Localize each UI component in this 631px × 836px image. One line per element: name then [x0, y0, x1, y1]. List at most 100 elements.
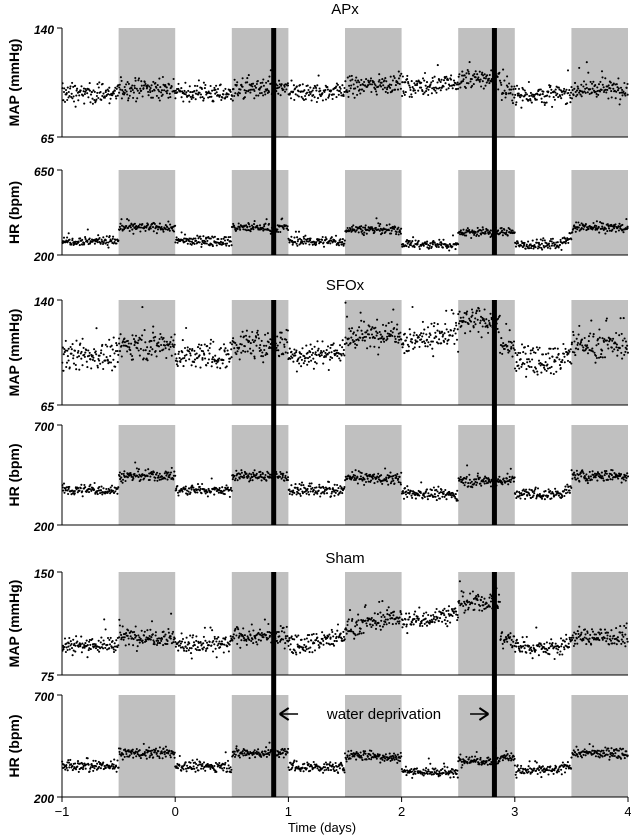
data-point	[566, 491, 569, 494]
data-point	[444, 322, 447, 326]
data-point	[243, 476, 246, 479]
data-point	[587, 228, 590, 231]
data-point	[249, 88, 252, 91]
data-point	[314, 351, 317, 354]
data-point	[366, 329, 369, 332]
data-point	[621, 223, 624, 226]
data-point	[321, 99, 324, 102]
data-point	[522, 88, 525, 91]
data-point	[625, 86, 628, 89]
data-point	[83, 243, 86, 246]
data-point	[125, 83, 128, 86]
group-title: SFOx	[326, 277, 365, 294]
data-point	[333, 483, 336, 486]
dark-phase-band	[118, 572, 176, 675]
data-point	[176, 484, 179, 488]
data-point	[207, 487, 210, 490]
data-point	[214, 354, 217, 357]
data-point	[389, 333, 392, 336]
data-point	[297, 230, 301, 233]
data-point	[193, 90, 196, 93]
data-point	[394, 226, 397, 229]
data-point	[149, 227, 152, 230]
data-point	[104, 343, 107, 346]
data-point	[436, 81, 439, 84]
data-point	[417, 239, 420, 242]
data-point	[188, 647, 191, 650]
data-point	[437, 245, 440, 249]
data-point	[320, 642, 323, 645]
data-point	[565, 488, 568, 491]
data-point	[207, 349, 210, 352]
data-point	[490, 69, 493, 72]
data-point	[223, 643, 226, 646]
data-point	[181, 490, 184, 493]
dark-phase-band	[571, 695, 628, 797]
data-point	[503, 89, 506, 92]
data-point	[373, 230, 376, 233]
data-point	[185, 353, 188, 356]
data-point	[348, 75, 351, 78]
data-point	[106, 643, 109, 646]
data-point	[154, 335, 157, 338]
data-point	[336, 355, 339, 358]
data-point	[400, 471, 403, 474]
data-point	[353, 474, 357, 477]
data-point	[475, 478, 478, 481]
data-point	[127, 226, 130, 230]
data-point	[65, 365, 68, 369]
dark-phase-band	[458, 170, 515, 255]
data-point	[69, 640, 72, 643]
data-point	[330, 628, 333, 631]
data-point	[347, 475, 350, 478]
data-point	[326, 637, 329, 640]
data-point	[520, 106, 523, 109]
data-point	[367, 84, 370, 87]
data-point	[357, 231, 360, 234]
data-point	[430, 322, 433, 325]
data-point	[119, 76, 122, 79]
data-point	[425, 488, 429, 491]
data-point	[508, 349, 511, 353]
data-point	[567, 485, 570, 488]
data-point	[420, 86, 423, 89]
data-point	[428, 85, 431, 89]
data-point	[87, 491, 91, 494]
data-point	[171, 343, 174, 346]
data-point	[133, 472, 136, 475]
data-point	[188, 642, 191, 645]
data-point	[390, 232, 393, 235]
data-point	[83, 355, 86, 358]
data-point	[285, 471, 288, 474]
data-point	[281, 217, 284, 220]
data-point	[227, 93, 230, 96]
data-point	[232, 88, 235, 91]
data-point	[195, 239, 198, 242]
data-point	[458, 320, 462, 323]
data-point	[285, 625, 288, 628]
data-point	[507, 483, 510, 486]
data-point	[576, 228, 579, 231]
data-point	[390, 229, 393, 232]
data-point	[357, 79, 360, 82]
data-point	[425, 81, 429, 84]
data-point	[90, 367, 93, 370]
data-point	[444, 337, 447, 340]
data-point	[142, 634, 146, 637]
data-point	[473, 482, 476, 485]
data-point	[162, 630, 165, 633]
data-point	[471, 486, 474, 489]
data-point	[343, 90, 346, 93]
data-point	[489, 229, 492, 232]
data-point	[295, 349, 298, 352]
data-point	[192, 634, 195, 637]
data-point	[457, 350, 460, 353]
data-point	[512, 480, 515, 483]
data-point	[172, 630, 175, 633]
data-point	[605, 472, 608, 475]
data-point	[219, 347, 222, 350]
data-point	[569, 485, 572, 488]
data-point	[118, 337, 121, 340]
data-point	[402, 343, 405, 346]
data-point	[541, 353, 545, 356]
